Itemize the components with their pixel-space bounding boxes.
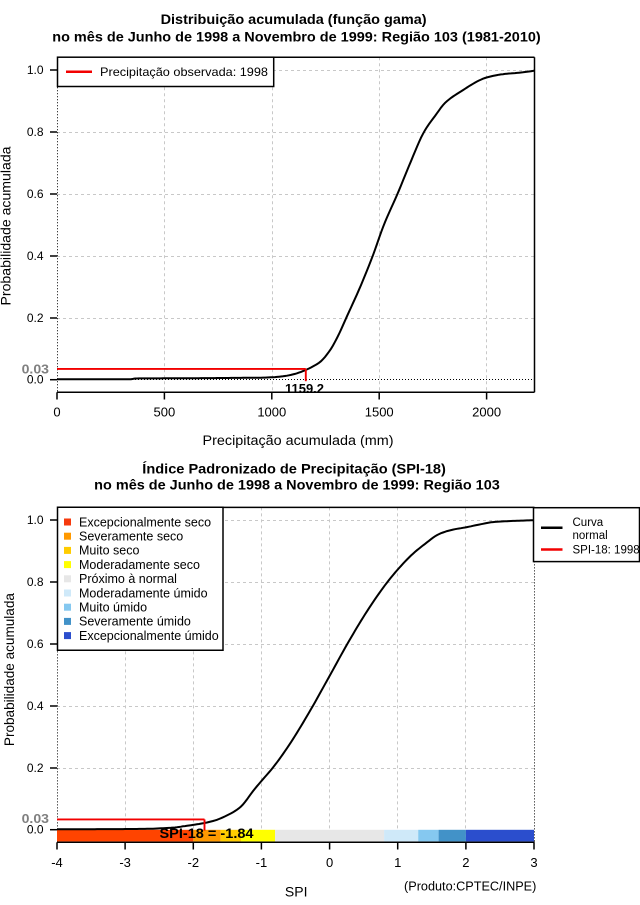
svg-text:Severamente seco: Severamente seco — [79, 530, 183, 544]
svg-text:0.2: 0.2 — [27, 311, 44, 325]
svg-text:Excepcionalmente seco: Excepcionalmente seco — [79, 515, 211, 529]
svg-text:2000: 2000 — [472, 405, 501, 420]
svg-text:-2: -2 — [188, 855, 200, 870]
svg-text:0.0: 0.0 — [27, 823, 44, 837]
svg-text:Curva: Curva — [573, 517, 604, 529]
svg-text:2: 2 — [462, 855, 469, 870]
svg-text:0.8: 0.8 — [27, 125, 44, 139]
svg-text:0.0: 0.0 — [27, 373, 44, 387]
svg-text:-3: -3 — [119, 855, 131, 870]
svg-text:(Produto:CPTEC/INPE): (Produto:CPTEC/INPE) — [404, 879, 536, 894]
svg-text:-4: -4 — [51, 855, 63, 870]
svg-text:SPI: SPI — [285, 884, 308, 900]
svg-text:0: 0 — [326, 855, 333, 870]
svg-text:1159.2: 1159.2 — [285, 381, 324, 396]
svg-text:Excepcionalmente úmido: Excepcionalmente úmido — [79, 629, 219, 643]
svg-text:1: 1 — [394, 855, 401, 870]
svg-text:Moderadamente seco: Moderadamente seco — [79, 558, 200, 572]
svg-text:SPI-18: 1998: SPI-18: 1998 — [573, 544, 640, 556]
svg-text:500: 500 — [154, 405, 176, 420]
svg-text:Muito seco: Muito seco — [79, 544, 139, 558]
svg-text:Severamente úmido: Severamente úmido — [79, 615, 191, 629]
svg-text:Índice Padronizado de Precipit: Índice Padronizado de Precipitação (SPI-… — [142, 460, 446, 476]
svg-text:0.2: 0.2 — [27, 761, 44, 775]
svg-text:normal: normal — [573, 530, 608, 542]
svg-text:1.0: 1.0 — [27, 513, 44, 527]
svg-text:Moderadamente úmido: Moderadamente úmido — [79, 586, 208, 600]
svg-text:0.03: 0.03 — [22, 811, 49, 826]
svg-text:0.6: 0.6 — [27, 637, 44, 651]
svg-text:Probabilidade acumulada: Probabilidade acumulada — [0, 146, 13, 306]
svg-text:Probabilidade acumulada: Probabilidade acumulada — [2, 593, 17, 746]
svg-text:0.8: 0.8 — [27, 575, 44, 589]
svg-text:-1: -1 — [256, 855, 268, 870]
svg-text:0.03: 0.03 — [22, 362, 49, 377]
svg-text:0: 0 — [53, 405, 60, 420]
svg-text:Precipitação observada: 1998: Precipitação observada: 1998 — [100, 65, 268, 79]
svg-text:1000: 1000 — [257, 405, 286, 420]
svg-text:0.6: 0.6 — [27, 187, 44, 201]
svg-text:0.4: 0.4 — [27, 699, 44, 713]
svg-text:Distribuição acumulada (função: Distribuição acumulada (função gama) — [161, 11, 427, 27]
svg-text:0.4: 0.4 — [27, 249, 44, 263]
svg-text:Muito úmido: Muito úmido — [79, 601, 147, 615]
svg-text:Precipitação acumulada (mm): Precipitação acumulada (mm) — [203, 433, 394, 448]
svg-text:Próximo à normal: Próximo à normal — [79, 572, 177, 586]
svg-text:SPI-18 = -1.84: SPI-18 = -1.84 — [160, 826, 255, 841]
svg-text:no mês de Junho de 1998 a Nove: no mês de Junho de 1998 a Novembro de 19… — [52, 29, 541, 45]
svg-text:3: 3 — [530, 855, 537, 870]
svg-text:1.0: 1.0 — [27, 63, 44, 77]
svg-text:1500: 1500 — [365, 405, 394, 420]
svg-text:no mês de Junho de 1998 a Nove: no mês de Junho de 1998 a Novembro de 19… — [94, 478, 500, 493]
